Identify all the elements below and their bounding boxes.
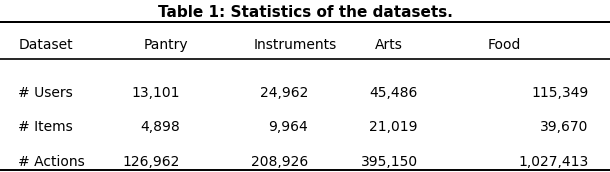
- Text: # Items: # Items: [18, 120, 73, 134]
- Text: 4,898: 4,898: [140, 120, 180, 134]
- Text: 1,027,413: 1,027,413: [518, 155, 589, 169]
- Text: Dataset: Dataset: [18, 38, 73, 52]
- Text: Table 1: Statistics of the datasets.: Table 1: Statistics of the datasets.: [157, 5, 453, 20]
- Text: Food: Food: [488, 38, 522, 52]
- Text: Arts: Arts: [375, 38, 403, 52]
- Text: 115,349: 115,349: [531, 86, 589, 100]
- Text: 9,964: 9,964: [268, 120, 308, 134]
- Text: 208,926: 208,926: [251, 155, 308, 169]
- Text: Pantry: Pantry: [143, 38, 188, 52]
- Text: 24,962: 24,962: [260, 86, 308, 100]
- Text: Instruments: Instruments: [253, 38, 336, 52]
- Text: 13,101: 13,101: [131, 86, 180, 100]
- Text: 45,486: 45,486: [370, 86, 418, 100]
- Text: 21,019: 21,019: [369, 120, 418, 134]
- Text: # Actions: # Actions: [18, 155, 85, 169]
- Text: # Users: # Users: [18, 86, 73, 100]
- Text: 39,670: 39,670: [540, 120, 589, 134]
- Text: 126,962: 126,962: [123, 155, 180, 169]
- Text: 395,150: 395,150: [361, 155, 418, 169]
